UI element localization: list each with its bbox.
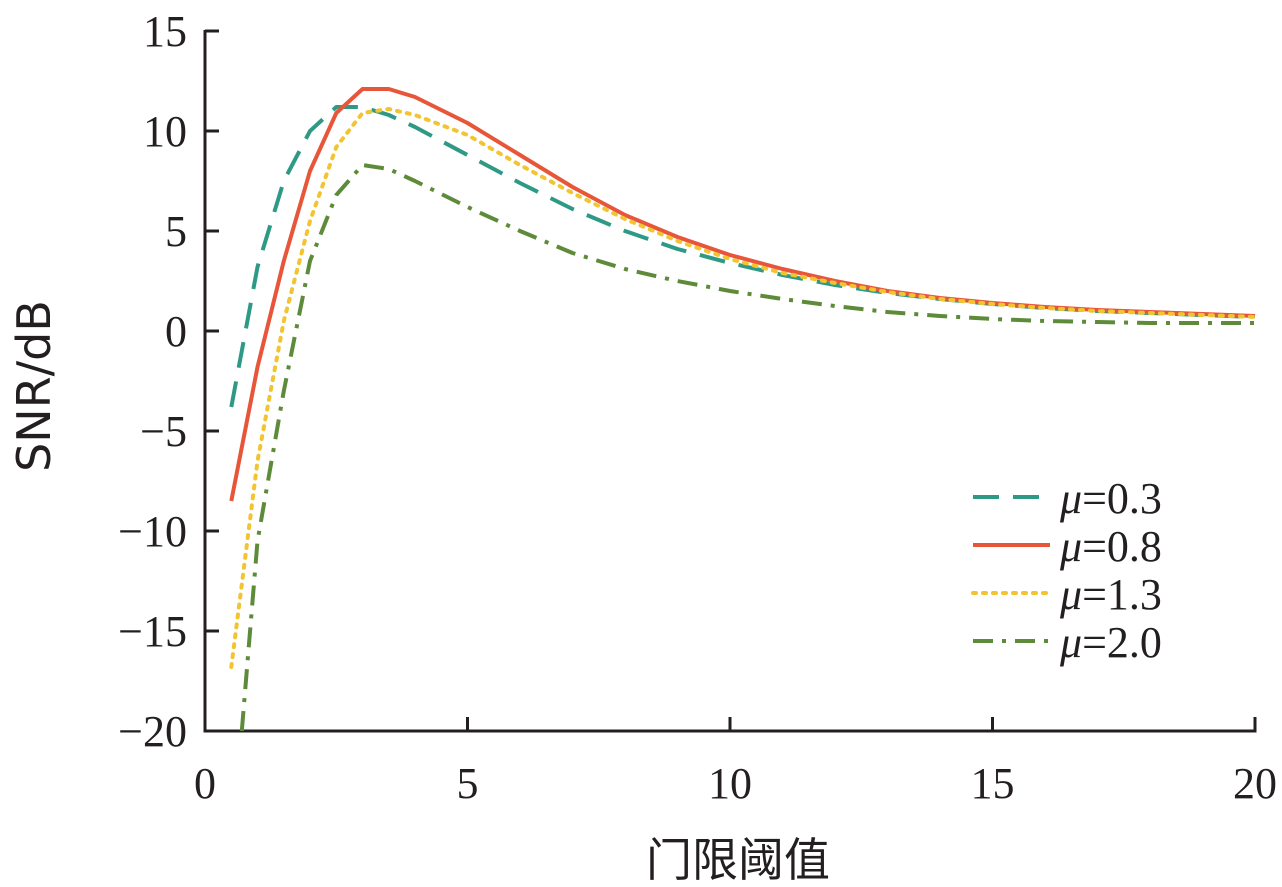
legend-label-symbol: μ <box>1059 522 1082 571</box>
y-axis-label: SNR/dB <box>7 300 61 472</box>
y-tick-label: −10 <box>118 507 187 556</box>
series-line-3 <box>239 163 1255 732</box>
legend-label-symbol: μ <box>1059 570 1082 619</box>
y-tick-label: 5 <box>165 207 187 256</box>
y-tick-label: 0 <box>165 307 187 356</box>
y-tick-label: 15 <box>143 7 187 56</box>
series-line-1 <box>229 87 1256 502</box>
legend-label-value: =0.8 <box>1082 522 1162 571</box>
legend-label-3: μ=2.0 <box>1059 618 1162 667</box>
legend: μ=0.3μ=0.8μ=1.3μ=2.0 <box>971 474 1162 667</box>
legend-label-value: =1.3 <box>1082 570 1162 619</box>
legend-label-symbol: μ <box>1059 618 1082 667</box>
legend-label-0: μ=0.3 <box>1059 474 1162 523</box>
y-tick-label: −5 <box>140 407 187 456</box>
y-tick-label: 10 <box>143 107 187 156</box>
x-axis-label: 门限阈值 <box>646 833 830 887</box>
legend-label-2: μ=1.3 <box>1059 570 1162 619</box>
x-tick-label: 15 <box>971 759 1015 808</box>
y-tick-label: −20 <box>118 707 187 756</box>
legend-label-symbol: μ <box>1059 474 1082 523</box>
x-tick-label: 10 <box>708 759 752 808</box>
legend-label-value: =0.3 <box>1082 474 1162 523</box>
x-tick-label: 20 <box>1233 759 1277 808</box>
legend-label-1: μ=0.8 <box>1059 522 1162 571</box>
series-line-2 <box>229 107 1257 669</box>
x-tick-label: 0 <box>194 759 216 808</box>
series-layer <box>229 87 1257 732</box>
legend-label-value: =2.0 <box>1082 618 1162 667</box>
x-tick-label: 5 <box>457 759 479 808</box>
y-tick-label: −15 <box>118 607 187 656</box>
